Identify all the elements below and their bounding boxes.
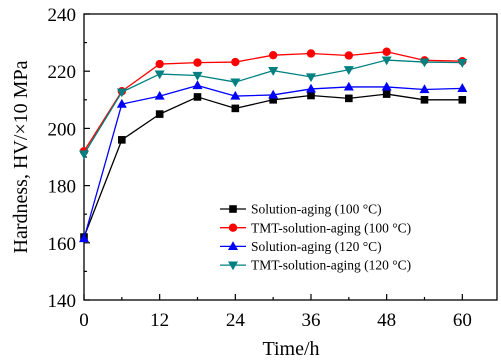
data-point — [305, 83, 316, 93]
legend-label: Solution-aging (100 °C) — [251, 202, 382, 217]
data-point — [268, 50, 278, 60]
data-point — [154, 70, 165, 80]
legend-entry: TMT-solution-aging (120 °C) — [220, 258, 411, 273]
data-point — [343, 81, 354, 91]
data-point — [381, 56, 392, 66]
x-tick-label: 48 — [377, 310, 396, 331]
data-point — [268, 67, 279, 76]
legend-marker — [229, 205, 237, 213]
data-point — [193, 93, 202, 101]
data-point — [79, 150, 89, 160]
data-point — [419, 58, 430, 68]
data-point — [457, 59, 468, 68]
data-point — [193, 58, 202, 67]
y-tick-label: 180 — [48, 177, 77, 198]
legend-entry: Solution-aging (100 °C) — [220, 202, 382, 217]
data-point — [343, 66, 354, 75]
x-tick-label: 12 — [150, 310, 169, 331]
x-tick-label: 60 — [453, 310, 472, 331]
legend: Solution-aging (100 °C) TMT-solution-agin… — [220, 202, 411, 273]
data-point — [307, 91, 315, 100]
data-point — [345, 94, 353, 103]
y-tick-label: 140 — [48, 291, 77, 312]
legend-marker — [228, 261, 238, 271]
data-point — [344, 51, 354, 60]
x-tick-label: 24 — [226, 310, 246, 331]
data-point — [420, 96, 429, 104]
y-axis-label: Hardness, HV/×10 MPa — [10, 60, 32, 253]
legend-marker — [228, 241, 238, 250]
data-point — [306, 49, 316, 58]
data-point — [419, 84, 430, 94]
series-3 — [79, 80, 468, 243]
series-4 — [79, 56, 468, 160]
data-point — [192, 71, 203, 81]
legend-label: Solution-aging (120 °C) — [251, 239, 382, 254]
x-tick-label: 0 — [79, 310, 89, 331]
data-point — [116, 98, 127, 108]
x-tick-label: 36 — [301, 310, 320, 331]
data-point — [382, 47, 391, 56]
data-point — [269, 96, 277, 104]
data-point — [381, 81, 392, 91]
y-tick-label: 240 — [48, 5, 77, 26]
y-tick-label: 160 — [48, 234, 77, 255]
data-point — [118, 136, 126, 144]
data-point — [231, 57, 240, 67]
data-point — [457, 83, 468, 92]
legend-entry: Solution-aging (120 °C) — [220, 239, 382, 254]
data-point — [458, 96, 467, 104]
y-tick-label: 200 — [48, 119, 77, 140]
data-point — [192, 80, 203, 90]
data-point — [382, 90, 391, 98]
axes: 0 12 24 36 48 60 140 160 180 200 220 240 — [48, 5, 472, 331]
series-1 — [80, 90, 467, 241]
legend-entry: TMT-solution-aging (100 °C) — [220, 220, 411, 235]
data-point — [155, 110, 164, 118]
data-point — [79, 233, 89, 243]
y-tick-label: 220 — [48, 62, 77, 83]
data-point — [305, 73, 316, 83]
data-point — [230, 78, 241, 88]
data-point — [155, 59, 164, 69]
series-layer — [79, 47, 468, 243]
legend-marker — [228, 223, 238, 232]
x-axis-label: Time/h — [262, 338, 319, 360]
data-point — [154, 90, 165, 100]
data-point — [230, 90, 241, 100]
data-point — [116, 88, 127, 98]
legend-label: TMT-solution-aging (120 °C) — [251, 258, 411, 273]
legend-label: TMT-solution-aging (100 °C) — [251, 220, 411, 235]
data-point — [231, 104, 240, 113]
data-point — [268, 89, 279, 99]
